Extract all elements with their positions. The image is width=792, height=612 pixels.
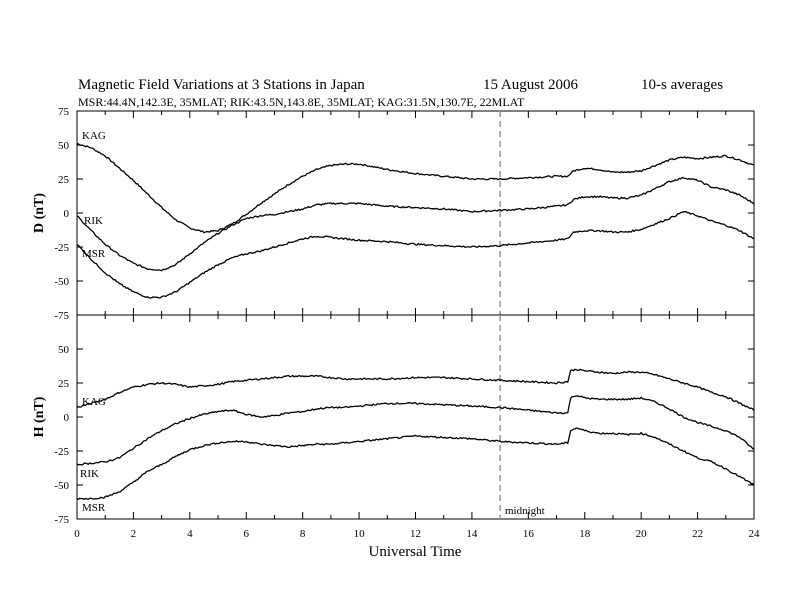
x-axis-label: Universal Time <box>369 544 462 560</box>
chart-averaging: 10-s averages <box>641 77 723 93</box>
x-tick-label: 22 <box>692 528 703 540</box>
d-label-msr: MSR <box>82 248 106 260</box>
x-tick-label: 0 <box>74 528 80 540</box>
d-ytick-label: -50 <box>54 276 69 288</box>
h-label-kag: KAG <box>82 396 106 408</box>
x-tick-label: 20 <box>636 528 648 540</box>
h-ytick-label: 0 <box>64 412 70 424</box>
h-ytick-label: -25 <box>54 446 69 458</box>
d-ytick-label: 0 <box>64 208 70 220</box>
d-ytick-label: -25 <box>54 242 69 254</box>
midnight-label: midnight <box>505 505 545 517</box>
h-trace-msr <box>76 427 755 500</box>
h-panel-ylabel: H (nT) <box>32 396 47 437</box>
chart-title: Magnetic Field Variations at 3 Stations … <box>78 77 365 93</box>
d-panel-frame <box>76 110 755 316</box>
d-label-kag: KAG <box>82 130 106 142</box>
d-ytick-label: 50 <box>58 140 70 152</box>
x-tick-label: 24 <box>749 528 761 540</box>
stations-info: MSR:44.4N,142.3E, 35MLAT; RIK:43.5N,143.… <box>78 95 525 109</box>
x-tick-label: 12 <box>410 528 421 540</box>
h-panel-frame <box>76 314 755 520</box>
d-trace-msr <box>76 210 755 299</box>
d-trace-rik <box>76 176 755 272</box>
h-ytick-label: 50 <box>58 344 70 356</box>
x-tick-label: 6 <box>244 528 250 540</box>
x-tick-label: 8 <box>300 528 306 540</box>
h-label-msr: MSR <box>82 502 106 514</box>
d-panel-ylabel: D (nT) <box>32 193 47 233</box>
x-tick-label: 2 <box>131 528 137 540</box>
h-label-rik: RIK <box>80 468 99 480</box>
d-ytick-label: -75 <box>54 310 69 322</box>
x-tick-label: 10 <box>354 528 366 540</box>
h-ytick-label: -75 <box>54 514 69 526</box>
x-tick-label: 4 <box>187 528 193 540</box>
d-ytick-label: 25 <box>58 174 70 186</box>
x-tick-label: 14 <box>466 528 478 540</box>
x-tick-label: 16 <box>523 528 535 540</box>
h-ytick-label: 25 <box>58 378 70 390</box>
chart-date: 15 August 2006 <box>483 77 579 93</box>
d-label-rik: RIK <box>84 215 103 227</box>
x-tick-label: 18 <box>579 528 591 540</box>
h-ytick-label: -50 <box>54 480 69 492</box>
h-trace-rik <box>76 395 755 466</box>
d-ytick-label: 75 <box>58 106 70 118</box>
h-trace-kag <box>76 368 755 412</box>
d-trace-kag <box>76 143 755 234</box>
